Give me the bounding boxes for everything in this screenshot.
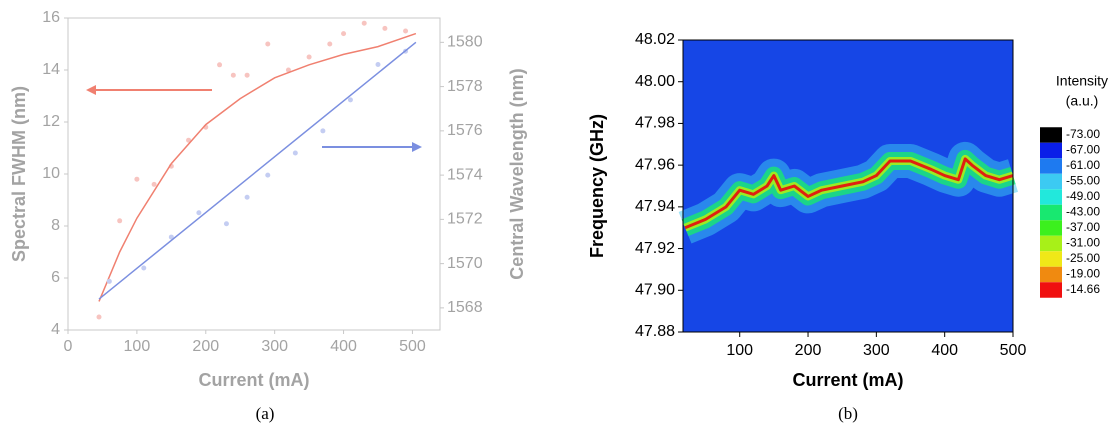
data-point [265,41,271,47]
x-tick-label: 400 [330,338,357,355]
colorbar-label: -19.00 [1066,267,1100,281]
data-point [244,194,250,200]
data-point [151,181,157,187]
y2-tick-label: 1574 [447,166,483,183]
data-point [320,128,326,134]
colorbar-label: -55.00 [1066,174,1100,188]
data-point [230,72,236,78]
y-tick-label: 47.94 [635,198,675,215]
y-axis-title: Spectral FWHM (nm) [9,86,29,262]
x-axis-title: Current (mA) [199,370,310,390]
colorbar-swatch [1040,189,1062,205]
colorbar-label: -43.00 [1066,205,1100,219]
colorbar-swatch [1040,282,1062,298]
colorbar-label: -49.00 [1066,189,1100,203]
data-point [196,210,202,216]
y-tick-label: 6 [51,269,60,286]
y-tick-label: 8 [51,217,60,234]
y2-axis-title: Central Wavelength (nm) [507,68,527,279]
data-point [106,278,112,284]
x-tick-label: 300 [863,342,890,359]
colorbar-title: Intensity [1056,73,1108,89]
data-point [217,62,223,68]
y2-tick-label: 1570 [447,255,483,272]
data-point [134,176,140,182]
colorbar-swatch [1040,220,1062,236]
data-line [98,41,417,300]
data-point [186,137,192,143]
arrow-right [322,142,422,152]
plot-frame [682,39,1014,333]
data-point [347,97,353,103]
colorbar-label: -61.00 [1066,158,1100,172]
data-point [96,314,102,320]
caption: (b) [838,404,858,423]
colorbar-swatch [1040,173,1062,190]
data-point [306,54,312,60]
data-point [141,265,147,271]
colorbar-swatch [1040,235,1062,252]
y-tick-label: 12 [42,113,60,130]
data-point [292,150,298,156]
data-point [285,67,291,73]
x-tick-label: 0 [64,338,73,355]
colorbar-swatch [1040,127,1062,143]
colorbar-label: -67.00 [1066,143,1100,157]
colorbar-label: -14.66 [1066,282,1100,296]
colorbar-label: -73.00 [1066,127,1100,141]
y-tick-label: 14 [42,61,60,78]
arrow-left [86,85,212,95]
x-tick-label: 100 [124,338,151,355]
colorbar-swatch [1040,251,1062,267]
y-tick-label: 47.92 [635,240,675,257]
data-line [98,32,417,302]
colorbar-label: -25.00 [1066,251,1100,265]
x-tick-label: 500 [1000,342,1027,359]
y2-tick-label: 1568 [447,299,483,316]
data-point [341,31,347,37]
y2-tick-label: 1572 [447,211,483,228]
y-tick-label: 16 [42,9,60,26]
colorbar-label: -31.00 [1066,236,1100,250]
x-tick-label: 400 [931,342,958,359]
y-tick-label: 10 [42,165,60,182]
data-point [244,72,250,78]
y-tick-label: 47.88 [635,323,675,340]
y2-tick-label: 1576 [447,122,483,139]
x-tick-label: 200 [192,338,219,355]
x-tick-label: 300 [261,338,288,355]
ridge-line [684,157,1014,230]
y-tick-label: 47.96 [635,156,675,173]
data-point [327,41,333,47]
colorbar-swatch [1040,142,1062,159]
data-point [223,221,229,227]
data-point [265,172,271,178]
x-tick-label: 200 [795,342,822,359]
x-axis-title: Current (mA) [793,370,904,390]
colorbar-swatch [1040,158,1062,174]
data-point [117,218,123,224]
data-point [382,25,388,31]
y-tick-label: 4 [51,321,60,338]
y2-tick-label: 1580 [447,34,483,51]
data-point [375,61,381,67]
y-axis-title: Frequency (GHz) [587,114,607,258]
y-tick-label: 48.02 [635,31,675,48]
y-tick-label: 48.00 [635,73,675,90]
y2-tick-label: 1578 [447,78,483,95]
y-tick-label: 47.90 [635,282,675,299]
colorbar-label: -37.00 [1066,220,1100,234]
colorbar-title: (a.u.) [1066,93,1099,109]
data-point [361,20,367,26]
x-tick-label: 500 [399,338,426,355]
colorbar-swatch [1040,266,1062,283]
colorbar-swatch [1040,204,1062,221]
y-tick-label: 47.98 [635,115,675,132]
caption: (a) [256,404,275,423]
x-tick-label: 100 [726,342,753,359]
data-point [403,28,409,34]
data-point [168,234,174,240]
